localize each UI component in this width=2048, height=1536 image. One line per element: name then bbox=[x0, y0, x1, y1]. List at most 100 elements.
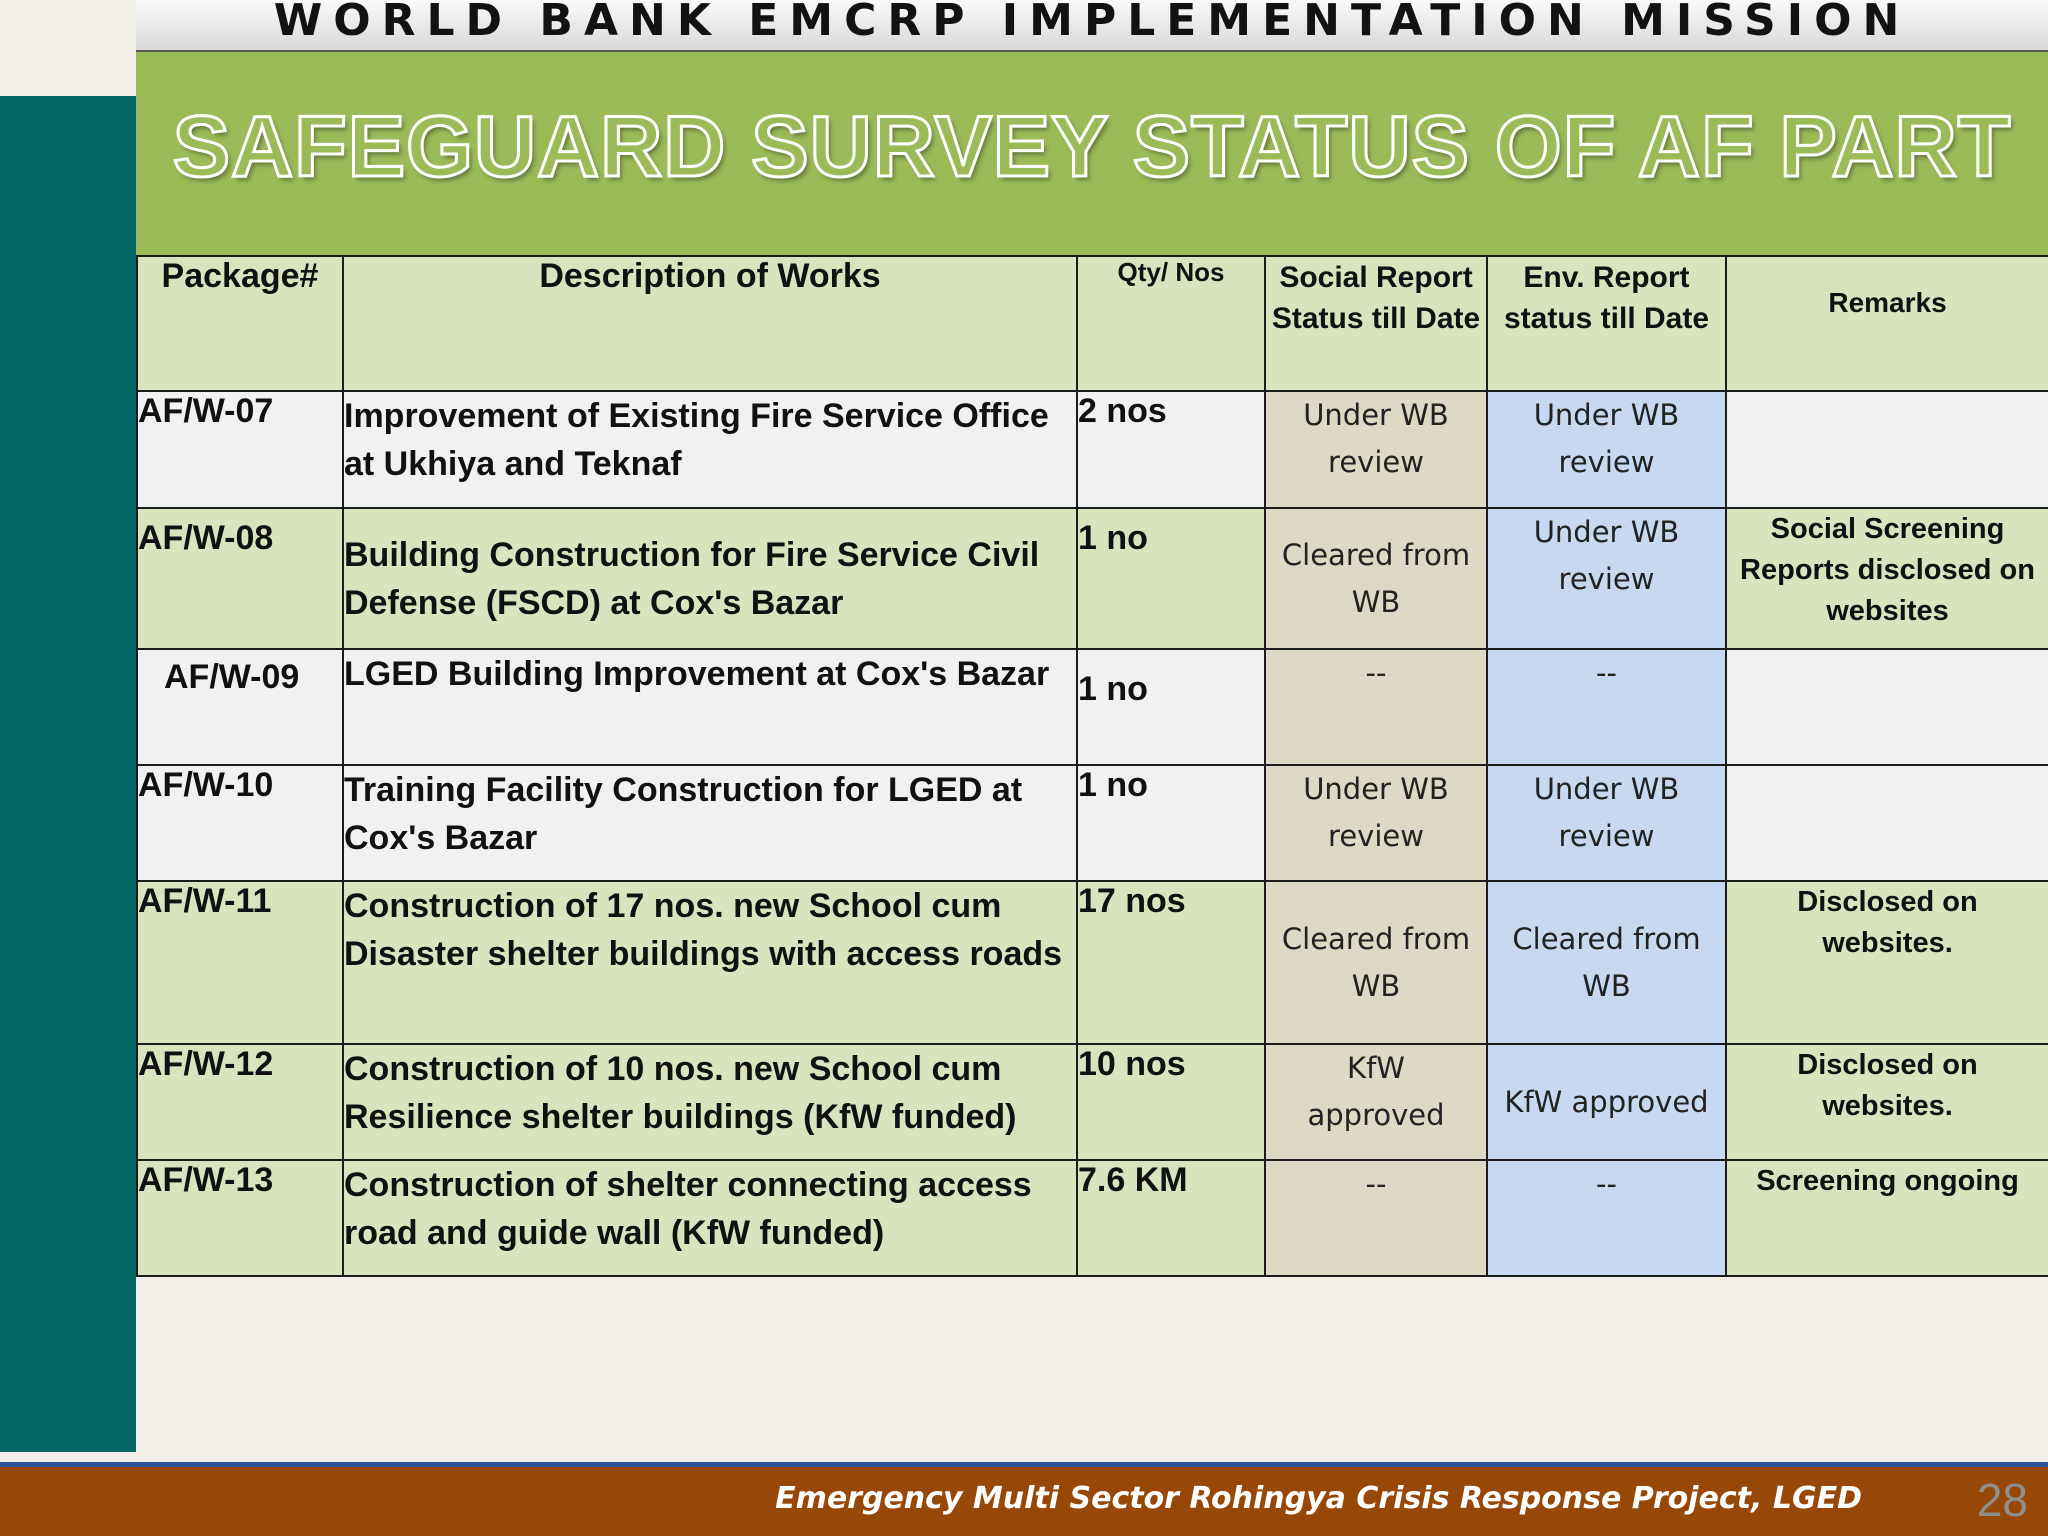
status-line: Cleared from bbox=[1281, 537, 1471, 572]
status-line: WB bbox=[1582, 968, 1631, 1003]
column-header-env: Env. Report status till Date bbox=[1486, 255, 1727, 392]
description-cell: Building Construction for Fire Service C… bbox=[342, 507, 1078, 650]
status-line: Cleared from bbox=[1512, 921, 1701, 956]
remarks-cell bbox=[1725, 648, 2048, 766]
remarks-line: Social Screening bbox=[1770, 513, 2005, 545]
table-row: AF/W-08 Building Construction for Fire S… bbox=[136, 507, 2048, 650]
remarks-line: websites bbox=[1826, 595, 1949, 627]
description-cell: Improvement of Existing Fire Service Off… bbox=[342, 390, 1078, 509]
column-header-package: Package# bbox=[136, 255, 344, 392]
qty-cell: 2 nos bbox=[1076, 390, 1266, 509]
remarks-line: Disclosed on bbox=[1797, 1049, 1978, 1081]
status-line: Under WB bbox=[1533, 772, 1680, 806]
status-line: Under WB bbox=[1303, 772, 1449, 806]
status-line: review bbox=[1558, 562, 1655, 596]
remarks-cell bbox=[1725, 764, 2048, 882]
column-header-qty: Qty/ Nos bbox=[1076, 255, 1266, 392]
package-cell: AF/W-10 bbox=[136, 764, 344, 882]
status-line: review bbox=[1558, 819, 1655, 853]
package-cell: AF/W-09 bbox=[136, 648, 344, 766]
table-row: AF/W-09 LGED Building Improvement at Cox… bbox=[136, 648, 2048, 766]
status-line: Under WB bbox=[1533, 398, 1680, 432]
social-status-cell: Cleared from WB bbox=[1264, 880, 1488, 1045]
remarks-line: websites. bbox=[1822, 1090, 1953, 1122]
package-cell: AF/W-08 bbox=[136, 507, 344, 650]
page-number: 28 bbox=[1976, 1474, 2028, 1526]
remarks-line: websites. bbox=[1822, 927, 1953, 959]
env-status-cell: -- bbox=[1486, 1159, 1727, 1277]
description-cell: Construction of shelter connecting acces… bbox=[342, 1159, 1078, 1277]
works-table: Package# Description of Works Qty/ Nos S… bbox=[136, 255, 2048, 1277]
status-line: -- bbox=[1596, 656, 1617, 690]
env-status-cell: Under WB review bbox=[1486, 764, 1727, 882]
social-status-cell: Under WB review bbox=[1264, 764, 1488, 882]
status-line: review bbox=[1328, 445, 1424, 479]
status-line: KfW bbox=[1347, 1051, 1405, 1085]
table-row: AF/W-07 Improvement of Existing Fire Ser… bbox=[136, 390, 2048, 509]
column-header-social: Social Report Status till Date bbox=[1264, 255, 1488, 392]
env-header-line-2: status till Date bbox=[1503, 302, 1710, 335]
remarks-line: Disclosed on bbox=[1797, 886, 1978, 918]
social-header-line-1: Social Report bbox=[1279, 261, 1473, 294]
remarks-cell: Disclosed on websites. bbox=[1725, 1043, 2048, 1161]
social-status-cell: -- bbox=[1264, 648, 1488, 766]
package-cell: AF/W-11 bbox=[136, 880, 344, 1045]
status-line: -- bbox=[1365, 656, 1387, 690]
mission-banner-text: WORLD BANK EMCRP IMPLEMENTATION MISSION bbox=[273, 0, 1911, 46]
qty-cell: 1 no bbox=[1076, 764, 1266, 882]
table-header-row: Package# Description of Works Qty/ Nos S… bbox=[136, 255, 2048, 392]
env-status-cell: Cleared from WB bbox=[1486, 880, 1727, 1045]
env-status-cell: -- bbox=[1486, 648, 1727, 766]
remarks-cell: Screening ongoing bbox=[1725, 1159, 2048, 1277]
status-line: Cleared from bbox=[1281, 921, 1471, 956]
column-header-remarks: Remarks bbox=[1725, 255, 2048, 392]
remarks-line: Reports disclosed on bbox=[1740, 554, 2035, 586]
status-line: WB bbox=[1351, 968, 1401, 1003]
left-accent-bar bbox=[0, 96, 136, 1452]
env-status-cell: KfW approved bbox=[1486, 1043, 1727, 1161]
column-header-description: Description of Works bbox=[342, 255, 1078, 392]
package-cell: AF/W-07 bbox=[136, 390, 344, 509]
footer-band: Emergency Multi Sector Rohingya Crisis R… bbox=[0, 1462, 2048, 1536]
qty-cell: 1 no bbox=[1076, 507, 1266, 650]
qty-cell: 10 nos bbox=[1076, 1043, 1266, 1161]
description-cell: Training Facility Construction for LGED … bbox=[342, 764, 1078, 882]
description-cell: Construction of 17 nos. new School cum D… bbox=[342, 880, 1078, 1045]
package-cell: AF/W-13 bbox=[136, 1159, 344, 1277]
table-row: AF/W-10 Training Facility Construction f… bbox=[136, 764, 2048, 882]
table-row: AF/W-13 Construction of shelter connecti… bbox=[136, 1159, 2048, 1277]
social-status-cell: Cleared from WB bbox=[1264, 507, 1488, 650]
table-row: AF/W-12 Construction of 10 nos. new Scho… bbox=[136, 1043, 2048, 1161]
remarks-cell: Disclosed on websites. bbox=[1725, 880, 2048, 1045]
env-header-line-1: Env. Report bbox=[1523, 261, 1690, 294]
status-line: WB bbox=[1351, 584, 1401, 619]
remarks-cell: Social Screening Reports disclosed on we… bbox=[1725, 507, 2048, 650]
header-banner: WORLD BANK EMCRP IMPLEMENTATION MISSION bbox=[136, 0, 2048, 52]
qty-cell: 1 no bbox=[1076, 648, 1266, 766]
env-status-cell: Under WB review bbox=[1486, 390, 1727, 509]
env-status-cell: Under WB review bbox=[1486, 507, 1727, 650]
status-line: review bbox=[1558, 445, 1655, 479]
remarks-line: Screening ongoing bbox=[1756, 1165, 2019, 1197]
status-line: Under WB bbox=[1303, 398, 1449, 432]
status-line: KfW approved bbox=[1504, 1084, 1709, 1119]
slide-title: SAFEGUARD SURVEY STATUS OF AF PART bbox=[171, 98, 2012, 197]
package-cell: AF/W-12 bbox=[136, 1043, 344, 1161]
description-cell: LGED Building Improvement at Cox's Bazar bbox=[342, 648, 1078, 766]
qty-cell: 17 nos bbox=[1076, 880, 1266, 1045]
footer-project-name: Emergency Multi Sector Rohingya Crisis R… bbox=[775, 1481, 1862, 1516]
status-line: -- bbox=[1596, 1167, 1617, 1201]
social-status-cell: KfW approved bbox=[1264, 1043, 1488, 1161]
status-line: approved bbox=[1307, 1098, 1445, 1132]
status-line: review bbox=[1328, 819, 1424, 853]
description-cell: Construction of 10 nos. new School cum R… bbox=[342, 1043, 1078, 1161]
status-line: -- bbox=[1365, 1167, 1387, 1201]
social-status-cell: -- bbox=[1264, 1159, 1488, 1277]
social-status-cell: Under WB review bbox=[1264, 390, 1488, 509]
social-header-line-2: Status till Date bbox=[1271, 302, 1481, 335]
status-line: Under WB bbox=[1533, 515, 1680, 549]
title-band: SAFEGUARD SURVEY STATUS OF AF PART bbox=[136, 52, 2048, 255]
qty-cell: 7.6 KM bbox=[1076, 1159, 1266, 1277]
table-row: AF/W-11 Construction of 17 nos. new Scho… bbox=[136, 880, 2048, 1045]
remarks-cell bbox=[1725, 390, 2048, 509]
